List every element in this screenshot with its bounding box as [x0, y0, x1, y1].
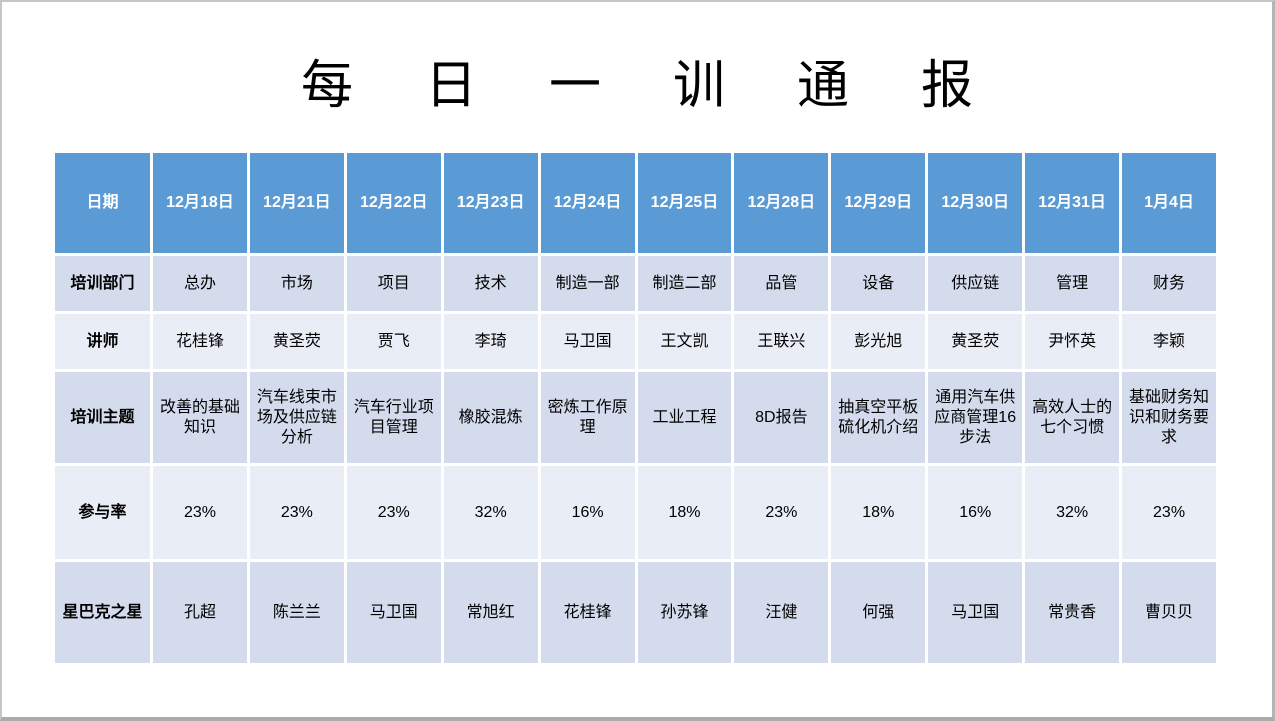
- lecturer-cell: 黄圣荧: [928, 314, 1023, 369]
- header-label-date: 日期: [55, 153, 150, 253]
- topic-cell: 汽车线束市场及供应链分析: [249, 372, 344, 463]
- date-cell: 12月25日: [637, 153, 732, 253]
- department-cell: 技术: [443, 256, 538, 311]
- date-cell: 12月28日: [734, 153, 829, 253]
- row-label-star: 星巴克之星: [55, 562, 150, 663]
- row-label-lecturer: 讲师: [55, 314, 150, 369]
- date-cell: 1月4日: [1122, 153, 1216, 253]
- topic-cell: 密炼工作原理: [540, 372, 635, 463]
- lecturer-cell: 黄圣荧: [249, 314, 344, 369]
- star-cell: 常贵香: [1025, 562, 1120, 663]
- lecturer-cell: 李颖: [1122, 314, 1216, 369]
- rate-cell: 32%: [1025, 466, 1120, 559]
- topic-cell: 改善的基础知识: [153, 372, 247, 463]
- department-cell: 制造二部: [637, 256, 732, 311]
- date-header-row: 日期 12月18日 12月21日 12月22日 12月23日 12月24日 12…: [55, 153, 1216, 253]
- star-cell: 花桂锋: [540, 562, 635, 663]
- lecturer-cell: 尹怀英: [1025, 314, 1120, 369]
- rate-cell: 18%: [637, 466, 732, 559]
- date-cell: 12月29日: [831, 153, 926, 253]
- topic-cell: 通用汽车供应商管理16步法: [928, 372, 1023, 463]
- department-cell: 总办: [153, 256, 247, 311]
- department-cell: 设备: [831, 256, 926, 311]
- lecturer-cell: 王联兴: [734, 314, 829, 369]
- topic-cell: 汽车行业项目管理: [346, 372, 441, 463]
- star-cell: 汪健: [734, 562, 829, 663]
- star-cell: 陈兰兰: [249, 562, 344, 663]
- page-title: 每日一训通报: [300, 57, 1045, 115]
- rate-cell: 16%: [540, 466, 635, 559]
- date-cell: 12月22日: [346, 153, 441, 253]
- rate-cell: 18%: [831, 466, 926, 559]
- department-cell: 供应链: [928, 256, 1023, 311]
- star-cell: 常旭红: [443, 562, 538, 663]
- star-cell: 孙苏锋: [637, 562, 732, 663]
- department-row: 培训部门 总办 市场 项目 技术 制造一部 制造二部 品管 设备 供应链 管理 …: [55, 256, 1216, 311]
- lecturer-cell: 马卫国: [540, 314, 635, 369]
- rate-cell: 32%: [443, 466, 538, 559]
- star-row: 星巴克之星 孔超 陈兰兰 马卫国 常旭红 花桂锋 孙苏锋 汪健 何强 马卫国 常…: [55, 562, 1216, 663]
- participation-rate-row: 参与率 23% 23% 23% 32% 16% 18% 23% 18% 16% …: [55, 466, 1216, 559]
- lecturer-row: 讲师 花桂锋 黄圣荧 贾飞 李琦 马卫国 王文凯 王联兴 彭光旭 黄圣荧 尹怀英…: [55, 314, 1216, 369]
- rate-cell: 23%: [346, 466, 441, 559]
- date-cell: 12月24日: [540, 153, 635, 253]
- star-cell: 孔超: [153, 562, 247, 663]
- topic-cell: 工业工程: [637, 372, 732, 463]
- topic-cell: 高效人士的七个习惯: [1025, 372, 1120, 463]
- training-report-table: 日期 12月18日 12月21日 12月22日 12月23日 12月24日 12…: [52, 150, 1219, 666]
- date-cell: 12月31日: [1025, 153, 1120, 253]
- star-cell: 马卫国: [346, 562, 441, 663]
- lecturer-cell: 李琦: [443, 314, 538, 369]
- row-label-department: 培训部门: [55, 256, 150, 311]
- topic-row: 培训主题 改善的基础知识 汽车线束市场及供应链分析 汽车行业项目管理 橡胶混炼 …: [55, 372, 1216, 463]
- topic-cell: 抽真空平板硫化机介绍: [831, 372, 926, 463]
- topic-cell: 橡胶混炼: [443, 372, 538, 463]
- department-cell: 品管: [734, 256, 829, 311]
- date-cell: 12月23日: [443, 153, 538, 253]
- date-cell: 12月30日: [928, 153, 1023, 253]
- department-cell: 管理: [1025, 256, 1120, 311]
- department-cell: 财务: [1122, 256, 1216, 311]
- date-cell: 12月21日: [249, 153, 344, 253]
- rate-cell: 16%: [928, 466, 1023, 559]
- star-cell: 曹贝贝: [1122, 562, 1216, 663]
- row-label-topic: 培训主题: [55, 372, 150, 463]
- row-label-participation-rate: 参与率: [55, 466, 150, 559]
- star-cell: 马卫国: [928, 562, 1023, 663]
- rate-cell: 23%: [734, 466, 829, 559]
- lecturer-cell: 王文凯: [637, 314, 732, 369]
- rate-cell: 23%: [1122, 466, 1216, 559]
- star-cell: 何强: [831, 562, 926, 663]
- topic-cell: 基础财务知识和财务要求: [1122, 372, 1216, 463]
- lecturer-cell: 贾飞: [346, 314, 441, 369]
- rate-cell: 23%: [249, 466, 344, 559]
- rate-cell: 23%: [153, 466, 247, 559]
- department-cell: 市场: [249, 256, 344, 311]
- date-cell: 12月18日: [153, 153, 247, 253]
- department-cell: 制造一部: [540, 256, 635, 311]
- lecturer-cell: 花桂锋: [153, 314, 247, 369]
- department-cell: 项目: [346, 256, 441, 311]
- lecturer-cell: 彭光旭: [831, 314, 926, 369]
- topic-cell: 8D报告: [734, 372, 829, 463]
